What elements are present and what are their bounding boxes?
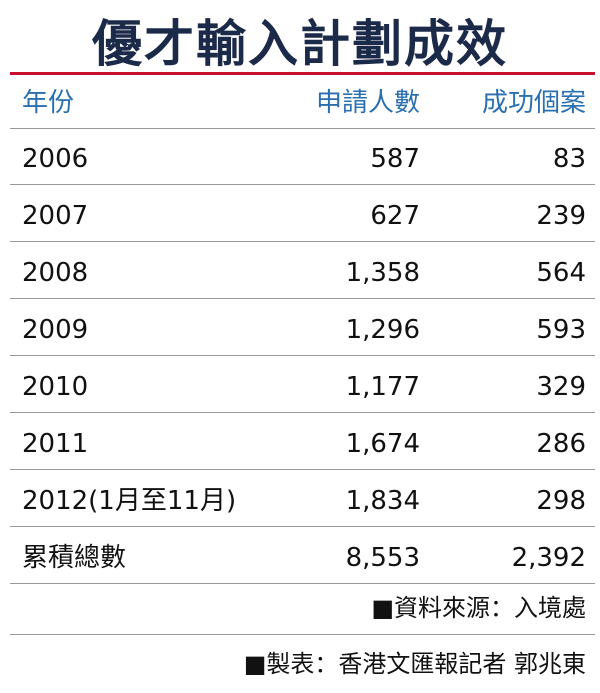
cell-value: 329 <box>536 372 586 402</box>
row-rule <box>10 184 595 185</box>
cell-value: 1,674 <box>345 429 420 459</box>
source: ■資料來源：入境處 <box>371 594 586 622</box>
column-header: 年份 <box>22 88 75 118</box>
row-label: 2010 <box>22 372 89 402</box>
credit: ■製表：香港文匯報記者 郭兆東 <box>243 650 586 678</box>
row-rule <box>10 469 595 470</box>
row-label: 2008 <box>22 258 89 288</box>
row-rule <box>10 298 595 299</box>
row-rule <box>10 634 595 635</box>
row-label: 累積總數 <box>22 543 127 573</box>
cell-value: 1,834 <box>345 486 420 516</box>
cell-value: 286 <box>536 429 586 459</box>
cell-value: 83 <box>552 144 586 174</box>
cell-value: 627 <box>370 201 420 231</box>
row-rule <box>10 412 595 413</box>
row-label: 2006 <box>22 144 89 174</box>
row-label: 2007 <box>22 201 89 231</box>
row-rule <box>10 241 595 242</box>
row-label: 2011 <box>22 429 89 459</box>
column-header: 申請人數 <box>315 88 420 118</box>
row-rule <box>10 583 595 584</box>
row-rule <box>10 128 595 129</box>
cell-value: 298 <box>536 486 586 516</box>
cell-value: 587 <box>370 144 420 174</box>
title: 優才輸入計劃成效 <box>92 15 508 73</box>
cell-value: 593 <box>536 315 586 345</box>
row-label: 2012(1月至11月) <box>22 486 237 516</box>
title-rule <box>10 72 595 75</box>
row-rule <box>10 355 595 356</box>
column-header: 成功個案 <box>481 88 586 118</box>
cell-value: 8,553 <box>345 543 420 573</box>
cell-value: 1,358 <box>345 258 420 288</box>
cell-value: 1,177 <box>345 372 420 402</box>
cell-value: 564 <box>536 258 586 288</box>
cell-value: 2,392 <box>511 543 586 573</box>
row-label: 2009 <box>22 315 89 345</box>
cell-value: 1,296 <box>345 315 420 345</box>
row-rule <box>10 526 595 527</box>
cell-value: 239 <box>536 201 586 231</box>
